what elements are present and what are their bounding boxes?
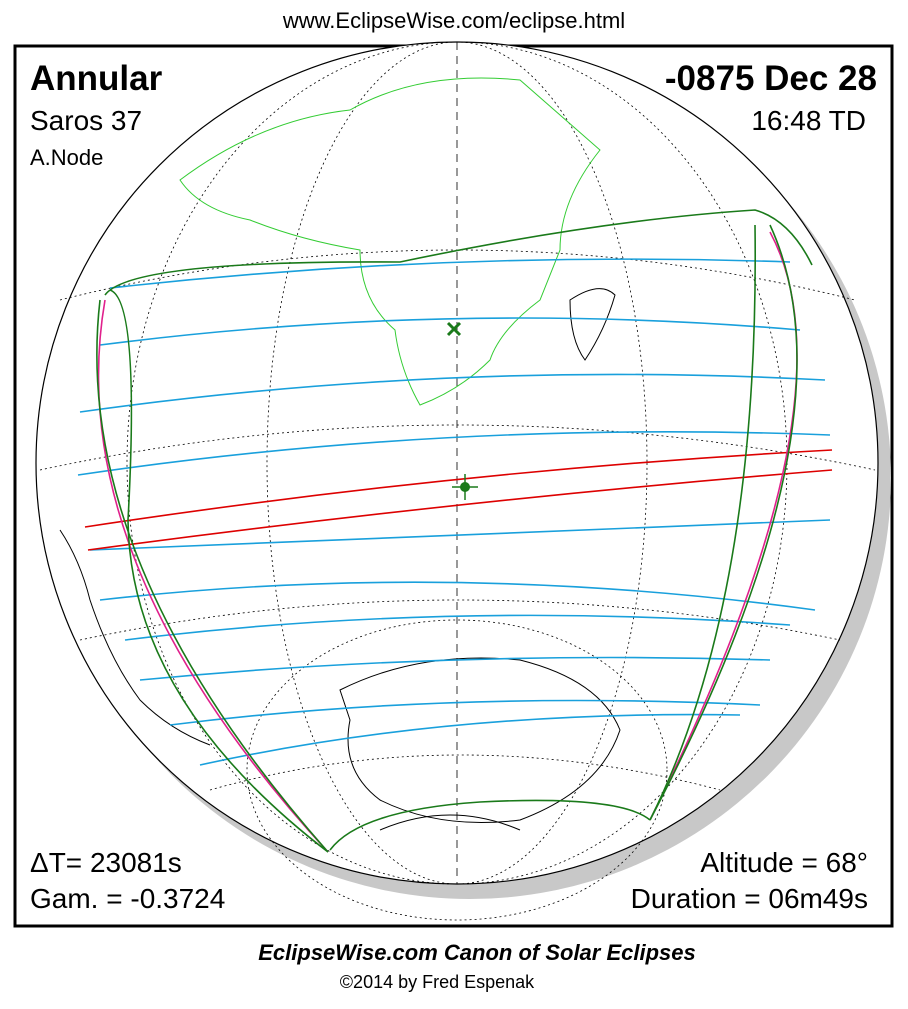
saros: Saros 37 <box>30 105 142 136</box>
eclipse-type: Annular <box>30 59 163 98</box>
date: -0875 Dec 28 <box>665 59 877 98</box>
central-path-limits <box>84 449 833 551</box>
duration: Duration = 06m49s <box>631 883 868 914</box>
footer-title: EclipseWise.com Canon of Solar Eclipses <box>258 940 696 965</box>
copyright: ©2014 by Fred Espenak <box>340 972 535 992</box>
penumbral-limits <box>96 209 813 853</box>
coastlines <box>59 77 621 831</box>
node: A.Node <box>30 145 103 170</box>
central-duration-lines <box>77 258 831 766</box>
greatest-eclipse-marker <box>446 321 478 500</box>
time: 16:48 TD <box>751 105 866 136</box>
gamma: Gam. = -0.3724 <box>30 883 225 914</box>
url: www.EclipseWise.com/eclipse.html <box>282 8 625 33</box>
delta-t: ΔT= 23081s <box>30 847 182 878</box>
altitude: Altitude = 68° <box>700 847 868 878</box>
